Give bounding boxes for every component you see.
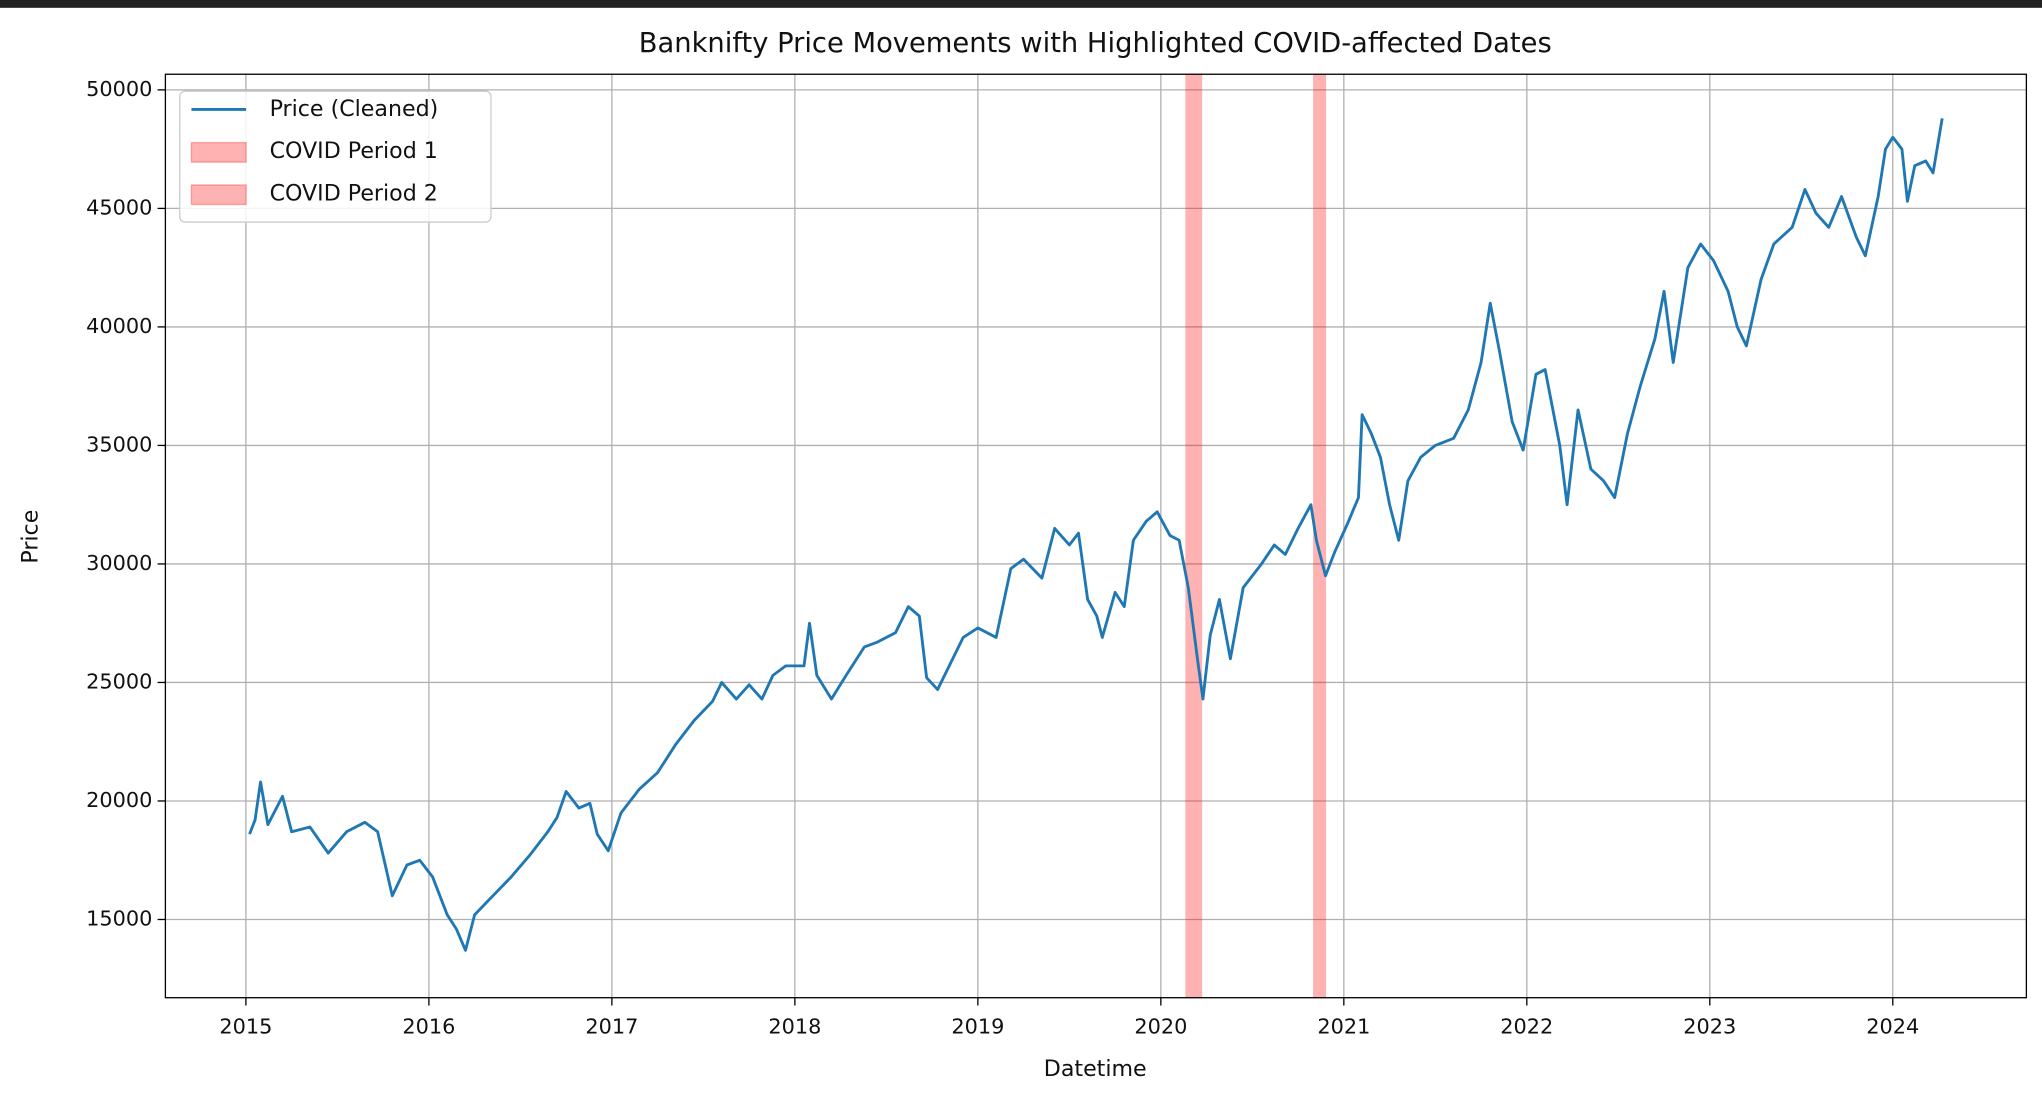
y-tick-label: 15000	[86, 906, 152, 930]
plot-background	[165, 74, 2027, 998]
y-tick-label: 40000	[86, 314, 152, 338]
x-tick-label: 2016	[402, 1015, 455, 1039]
x-tick-label: 2022	[1500, 1015, 1553, 1039]
covid-span	[1185, 74, 1203, 998]
y-tick-label: 50000	[86, 77, 152, 101]
legend-patch	[190, 184, 247, 206]
y-tick-label: 20000	[86, 788, 152, 812]
x-axis-label: Datetime	[1044, 1056, 1147, 1082]
legend-label: COVID Period 2	[270, 181, 438, 207]
x-tick-label: 2015	[219, 1015, 272, 1039]
x-tick-label: 2023	[1683, 1015, 1736, 1039]
y-tick-label: 30000	[86, 551, 152, 575]
legend-label: Price (Cleaned)	[270, 96, 439, 122]
x-tick-label: 2018	[768, 1015, 821, 1039]
y-tick-label: 45000	[86, 195, 152, 219]
chart-title: Banknifty Price Movements with Highlight…	[639, 28, 1552, 59]
top-bar	[0, 0, 2042, 8]
price-line	[248, 118, 1944, 952]
plot-frame	[164, 73, 2028, 999]
x-tick-label: 2021	[1317, 1015, 1370, 1039]
y-tick-label: 25000	[86, 669, 152, 693]
x-tick-label: 2017	[585, 1015, 638, 1039]
legend-box	[179, 90, 492, 223]
x-tick-label: 2020	[1134, 1015, 1187, 1039]
x-tick-label: 2024	[1866, 1015, 1919, 1039]
y-tick-label: 35000	[86, 432, 152, 456]
y-axis-label: Price	[18, 510, 44, 564]
x-tick-label: 2019	[951, 1015, 1004, 1039]
covid-span	[1313, 74, 1327, 998]
legend-label: COVID Period 1	[270, 138, 438, 164]
legend-patch	[190, 141, 247, 163]
